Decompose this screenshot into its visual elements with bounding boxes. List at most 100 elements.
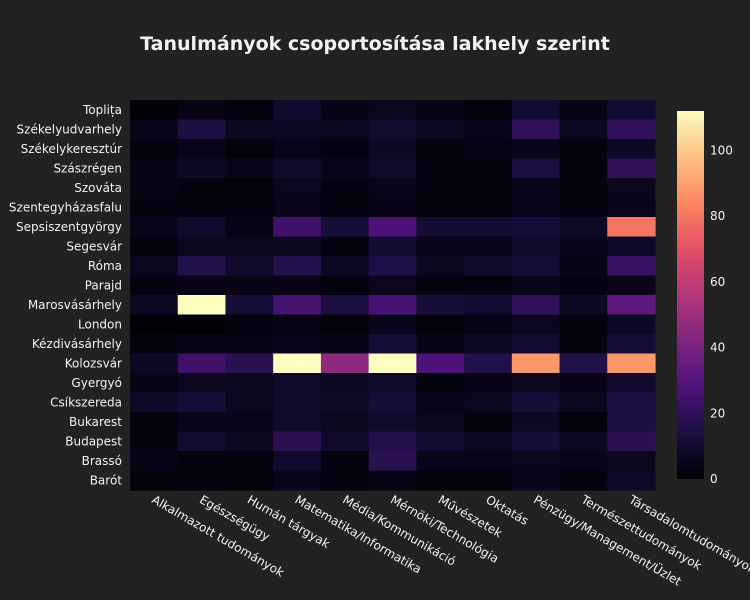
heatmap-cell <box>607 412 656 433</box>
y-tick-label: Csíkszereda <box>50 395 122 409</box>
heatmap-cell <box>559 275 608 296</box>
heatmap-cell <box>464 178 513 199</box>
heatmap-cell <box>130 158 179 179</box>
heatmap-cell <box>559 431 608 452</box>
heatmap-cell <box>416 431 465 452</box>
heatmap-cell <box>130 217 179 238</box>
y-tick-label: Parajd <box>85 278 122 292</box>
heatmap-cell <box>130 236 179 257</box>
heatmap-cell <box>607 100 656 121</box>
heatmap-cell <box>559 334 608 355</box>
heatmap-cell <box>273 412 322 433</box>
heatmap-cell <box>511 314 561 335</box>
heatmap-cell <box>559 217 608 238</box>
heatmap-cell <box>273 100 322 121</box>
heatmap-cell <box>225 451 274 472</box>
heatmap-cell <box>273 353 322 374</box>
heatmap-cell <box>464 392 513 413</box>
heatmap-cell <box>464 451 513 472</box>
heatmap-cell <box>273 256 322 277</box>
heatmap-cell <box>177 392 227 413</box>
heatmap-cell <box>607 392 656 413</box>
heatmap-cell <box>273 314 322 335</box>
heatmap-cell <box>559 353 608 374</box>
heatmap-cell <box>320 392 370 413</box>
heatmap-cell <box>607 217 656 238</box>
heatmap-cell <box>416 412 465 433</box>
heatmap-cell <box>177 100 227 121</box>
y-tick-label: Barót <box>90 473 123 487</box>
heatmap-cell <box>320 353 370 374</box>
heatmap-cell <box>320 470 370 491</box>
heatmap-cell <box>511 470 561 491</box>
heatmap-cell <box>177 236 227 257</box>
heatmap-cell <box>559 197 608 218</box>
heatmap-cell <box>225 373 274 394</box>
heatmap-cell <box>225 178 274 199</box>
colorbar-tick-label: 80 <box>710 209 725 223</box>
heatmap-cell <box>559 236 608 257</box>
heatmap-cell <box>368 275 417 296</box>
heatmap-cell <box>177 256 227 277</box>
heatmap-cell <box>464 119 513 140</box>
heatmap-cell <box>416 256 465 277</box>
heatmap-cell <box>368 119 417 140</box>
heatmap-cell <box>177 158 227 179</box>
heatmap-cell <box>607 236 656 257</box>
y-tick-label: Sepsiszentgyörgy <box>16 220 122 234</box>
colorbar-ticks: 0 20 40 60 80 100 <box>710 143 733 486</box>
heatmap-cell <box>177 275 227 296</box>
heatmap-cell <box>464 295 513 316</box>
heatmap-cell <box>416 373 465 394</box>
heatmap-cell <box>607 431 656 452</box>
heatmap-cell <box>607 158 656 179</box>
heatmap-cell <box>225 119 274 140</box>
heatmap-cell <box>464 314 513 335</box>
heatmap-cell <box>130 100 179 121</box>
heatmap-cell <box>607 119 656 140</box>
heatmap-cell <box>368 373 417 394</box>
heatmap-cell <box>177 119 227 140</box>
heatmap-cell <box>559 373 608 394</box>
heatmap-cell <box>464 236 513 257</box>
heatmap-cell <box>130 275 179 296</box>
heatmap-cell <box>416 275 465 296</box>
heatmap-cell <box>320 197 370 218</box>
heatmap-cell <box>273 451 322 472</box>
heatmap-cell <box>177 373 227 394</box>
heatmap-cell <box>607 178 656 199</box>
heatmap-cell <box>416 392 465 413</box>
y-tick-label: Székelykeresztúr <box>21 142 122 156</box>
heatmap-cell <box>416 158 465 179</box>
heatmap-cell <box>511 256 561 277</box>
chart-title: Tanulmányok csoportosítása lakhely szeri… <box>140 33 610 55</box>
heatmap-cell <box>225 431 274 452</box>
heatmap-cell <box>177 470 227 491</box>
heatmap-cell <box>130 197 179 218</box>
heatmap-cell <box>559 158 608 179</box>
heatmap-cell <box>225 392 274 413</box>
y-tick-label: Segesvár <box>66 239 122 253</box>
heatmap-cell <box>320 236 370 257</box>
heatmap-cell <box>368 139 417 160</box>
colorbar <box>677 111 704 479</box>
heatmap-cell <box>416 139 465 160</box>
y-tick-label: London <box>78 317 122 331</box>
heatmap-cell <box>511 236 561 257</box>
heatmap-cell <box>607 373 656 394</box>
heatmap-cell <box>607 139 656 160</box>
heatmap-cell <box>320 314 370 335</box>
heatmap-cell <box>511 431 561 452</box>
colorbar-tick-label: 60 <box>710 275 725 289</box>
heatmap-cell <box>225 217 274 238</box>
heatmap-cell <box>511 392 561 413</box>
heatmap-cell <box>320 275 370 296</box>
heatmap-cell <box>607 256 656 277</box>
heatmap-cell <box>464 217 513 238</box>
heatmap-cell <box>130 431 179 452</box>
heatmap-cell <box>464 158 513 179</box>
heatmap-cell <box>511 197 561 218</box>
heatmap-cell <box>320 431 370 452</box>
heatmap-cell <box>368 314 417 335</box>
heatmap-cell <box>130 334 179 355</box>
